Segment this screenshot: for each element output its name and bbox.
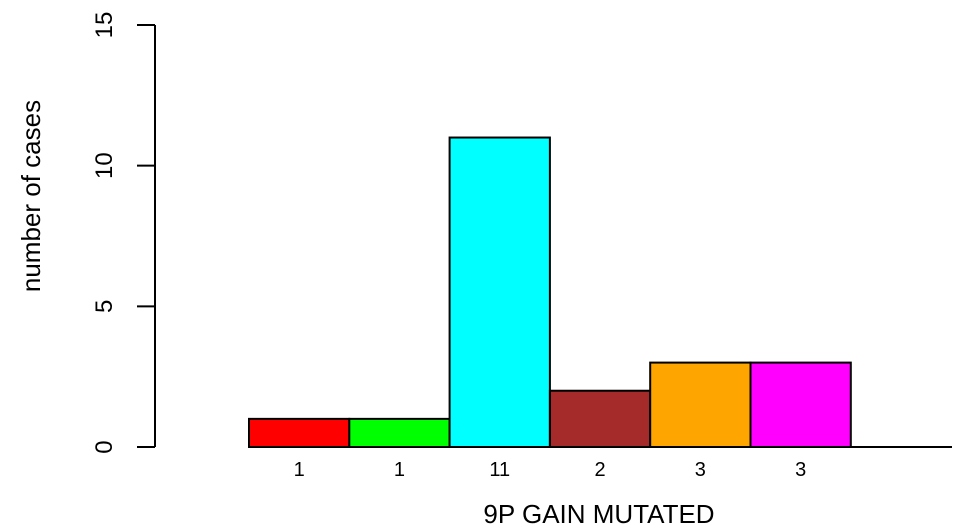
- bars-group: [248, 136, 852, 449]
- category-label-2: 1: [394, 459, 405, 481]
- bar-3: [448, 136, 551, 449]
- bar-6: [749, 361, 852, 449]
- y-tick-label-5: 5: [91, 300, 118, 313]
- y-tick-label-10: 10: [91, 152, 118, 179]
- bar-4: [548, 389, 652, 449]
- bar-5: [649, 361, 752, 449]
- y-tick-label-15: 15: [91, 12, 118, 39]
- category-label-6: 3: [795, 459, 806, 481]
- category-label-3: 11: [489, 459, 510, 481]
- x-axis-title: 9P GAIN MUTATED: [483, 499, 714, 529]
- bar-1: [248, 417, 351, 449]
- y-axis: 0 5 10 15: [91, 12, 156, 454]
- category-label-1: 1: [294, 459, 305, 481]
- category-label-5: 3: [695, 459, 706, 481]
- y-axis-title: number of cases: [16, 100, 46, 292]
- category-label-4: 2: [594, 459, 605, 481]
- y-tick-label-0: 0: [91, 440, 118, 453]
- category-labels: 1 1 11 2 3 3: [294, 459, 807, 481]
- bar-2: [348, 417, 451, 449]
